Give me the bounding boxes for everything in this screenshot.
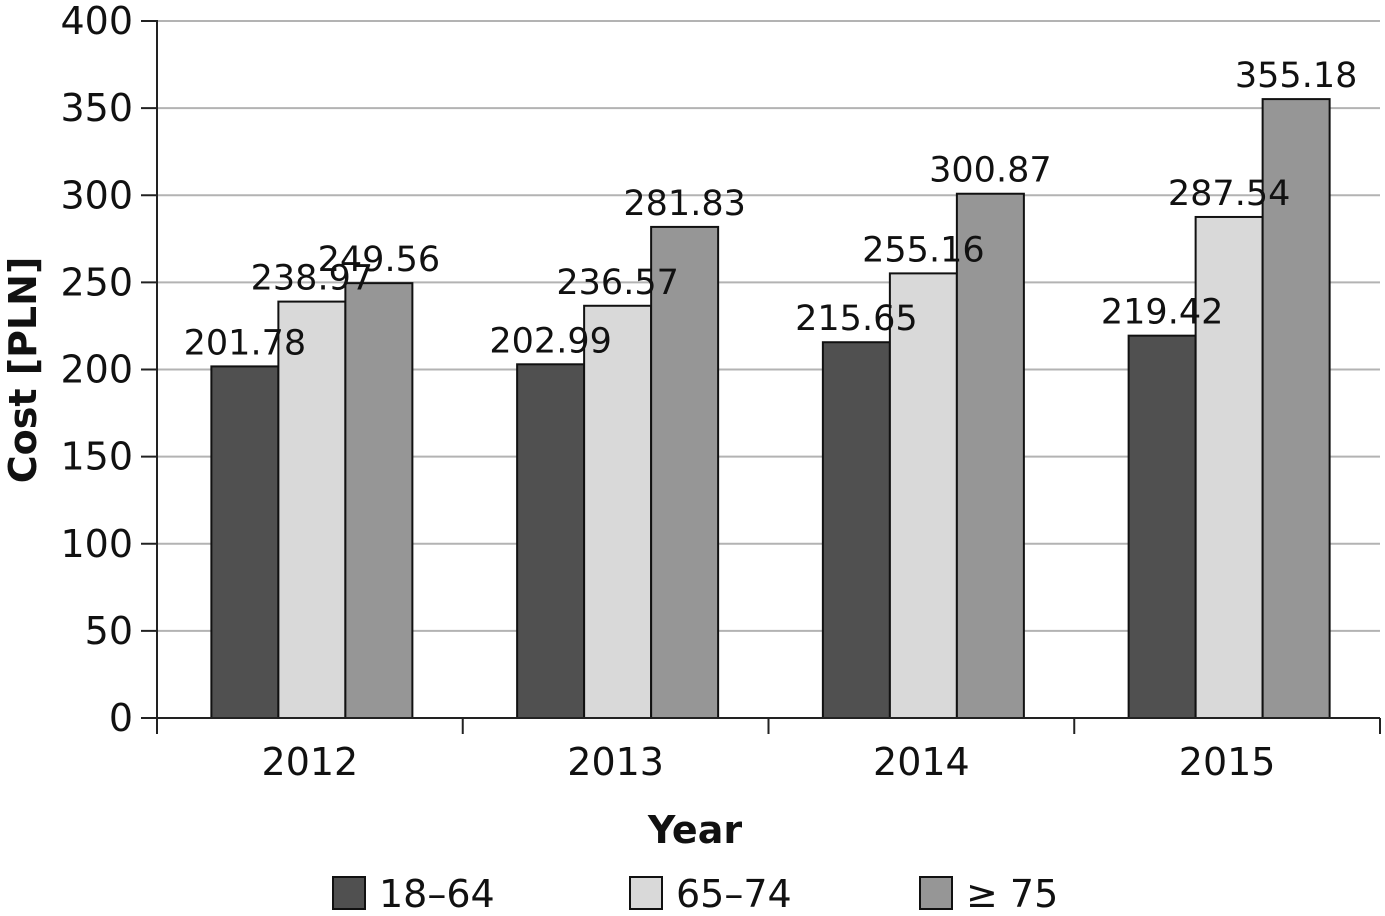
- data-label: 249.56: [318, 240, 440, 280]
- bar-2013-series-1: [583, 304, 653, 719]
- y-tick-label: 100: [60, 522, 133, 566]
- y-tick-label: 300: [60, 173, 133, 217]
- data-label: 219.42: [1101, 293, 1223, 333]
- data-label: 287.54: [1168, 174, 1290, 214]
- legend: 18–64 65–74 ≥ 75: [332, 872, 1058, 916]
- bar-2012-series-1: [277, 300, 347, 719]
- y-tick-label: 150: [60, 435, 133, 479]
- axes: [141, 20, 1381, 734]
- y-tick-label: 400: [60, 0, 133, 43]
- y-tick-label: 250: [60, 260, 133, 304]
- bar-2015-series-0: [1127, 334, 1197, 719]
- data-label: 300.87: [929, 151, 1051, 191]
- data-label: 238.97: [251, 259, 373, 299]
- bar-2014-series-1: [888, 272, 958, 719]
- bar-2013-series-2: [650, 225, 720, 719]
- y-tick-label: 350: [60, 86, 133, 130]
- bar-2015-series-2: [1261, 98, 1331, 719]
- y-tick-label: 50: [85, 609, 133, 653]
- legend-swatch: [629, 876, 663, 910]
- data-label: 355.18: [1235, 56, 1357, 96]
- y-tick-label: 0: [109, 696, 133, 740]
- data-label: 215.65: [795, 299, 917, 339]
- y-tick-labels: 0 50 100 150 200 250 300 350 400: [60, 0, 133, 740]
- bars: [210, 98, 1331, 720]
- legend-label: ≥ 75: [966, 872, 1058, 916]
- bar-2012-series-2: [344, 282, 414, 719]
- data-label: 255.16: [862, 230, 984, 270]
- bar-2014-series-0: [821, 341, 891, 719]
- legend-label: 18–64: [379, 872, 495, 916]
- x-tick-label: 2014: [873, 740, 970, 784]
- x-tick-label: 2015: [1179, 740, 1276, 784]
- bar-2013-series-0: [516, 363, 586, 719]
- data-label: 236.57: [556, 263, 678, 303]
- bar-2012-series-0: [210, 365, 280, 719]
- y-tick-label: 200: [60, 348, 133, 392]
- data-label: 201.78: [184, 323, 306, 363]
- legend-swatch: [332, 876, 366, 910]
- x-axis-title: Year: [647, 808, 742, 852]
- legend-swatch: [919, 876, 953, 910]
- x-tick-label: 2012: [262, 740, 359, 784]
- y-axis-title: Cost [PLN]: [1, 257, 45, 484]
- bar-2014-series-2: [955, 192, 1025, 720]
- legend-label: 65–74: [676, 872, 792, 916]
- x-tick-labels: 2012 2013 2014 2015: [262, 740, 1276, 784]
- x-tick-label: 2013: [567, 740, 664, 784]
- data-label: 202.99: [489, 321, 611, 361]
- data-label: 281.83: [623, 184, 745, 224]
